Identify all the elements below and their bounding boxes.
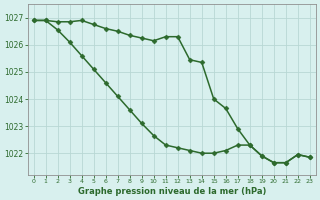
X-axis label: Graphe pression niveau de la mer (hPa): Graphe pression niveau de la mer (hPa) [77, 187, 266, 196]
